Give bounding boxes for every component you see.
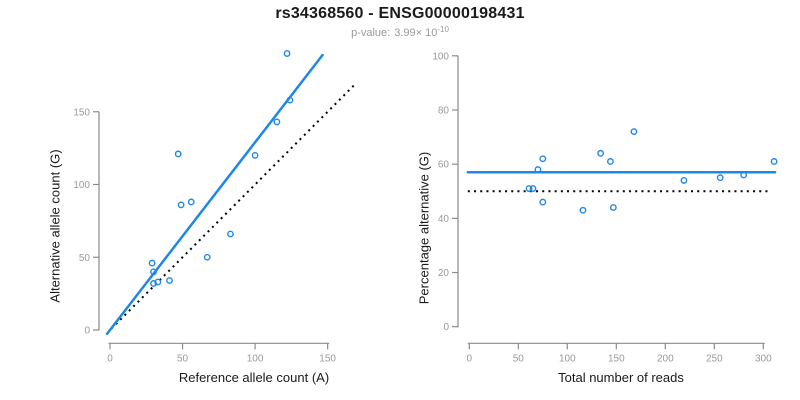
y-tick-label: 150: [73, 107, 90, 118]
data-point: [529, 185, 537, 192]
data-point: [227, 230, 234, 238]
pvalue-exponent: -10: [437, 25, 449, 34]
data-point: [525, 185, 533, 192]
data-point: [286, 96, 294, 104]
data-point: [203, 253, 211, 261]
left-xaxis-title: Reference allele count (A): [178, 370, 330, 385]
x-tick-label: 150: [608, 353, 625, 364]
data-point: [177, 201, 185, 209]
y-tick-label: 20: [438, 268, 450, 279]
data-point: [174, 150, 182, 158]
left-plot: 0 50 100 150 0 50 100 150: [73, 50, 358, 364]
fit-line: [105, 53, 324, 336]
pvalue-times-ten: × 10: [415, 27, 438, 39]
x-tick-label: 150: [319, 353, 336, 364]
x-tick-label: 0: [467, 353, 473, 364]
plot-subtitle: p-value: 3.99× 10-10: [0, 25, 800, 39]
left-yaxis-title: Alternative allele count (G): [47, 149, 63, 303]
pvalue-mantissa: 3.99: [394, 27, 416, 39]
x-tick-label: 100: [247, 353, 264, 364]
data-point: [148, 259, 156, 267]
data-point: [579, 206, 587, 214]
y-tick-label: 80: [438, 105, 450, 116]
right-yaxis-title: Percentage alternative (G): [416, 151, 432, 305]
y-tick-label: 100: [73, 180, 90, 191]
right-plot: 0 20 40 60 80 100 0 50 100 150 200 250 300: [432, 51, 778, 364]
data-point: [273, 118, 281, 126]
y-tick-label: 50: [79, 253, 91, 264]
y-tick-label: 100: [432, 51, 449, 62]
data-point: [607, 158, 614, 165]
identity-reference-line: [110, 81, 358, 330]
y-tick-label: 40: [438, 214, 450, 225]
y-tick-label: 0: [84, 326, 90, 337]
data-point: [539, 155, 547, 163]
x-tick-label: 100: [559, 353, 576, 364]
data-point: [680, 177, 688, 184]
x-tick-label: 300: [755, 353, 772, 364]
data-point: [630, 128, 638, 136]
data-point: [251, 151, 259, 159]
y-tick-label: 0: [443, 322, 449, 333]
data-point: [740, 171, 748, 179]
x-tick-label: 50: [177, 353, 189, 364]
data-point: [539, 198, 547, 206]
data-point: [187, 198, 195, 206]
right-xaxis-title: Total number of reads: [558, 370, 684, 385]
x-tick-label: 0: [107, 353, 113, 364]
pvalue-label: p-value:: [351, 27, 391, 39]
data-point: [770, 158, 778, 165]
x-tick-label: 250: [706, 353, 723, 364]
plot-title: rs34368560 - ENSG00000198431: [275, 5, 525, 22]
data-point: [154, 278, 162, 286]
data-point: [534, 166, 542, 173]
data-point: [166, 277, 173, 284]
x-tick-label: 50: [513, 353, 525, 364]
data-point: [716, 174, 724, 182]
data-point: [597, 149, 605, 157]
data-point: [150, 268, 157, 276]
x-tick-label: 200: [657, 353, 674, 364]
data-point: [283, 50, 291, 57]
data-point: [609, 204, 617, 211]
y-tick-label: 60: [438, 160, 450, 171]
